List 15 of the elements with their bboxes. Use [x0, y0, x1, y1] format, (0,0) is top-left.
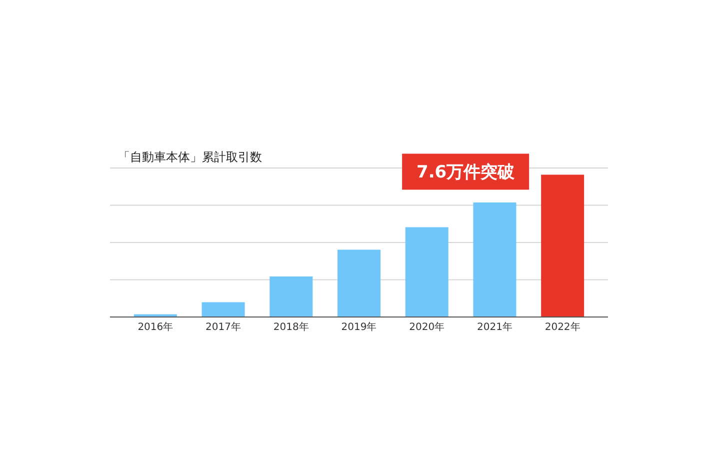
- annotation: 7.6万件突破: [416, 162, 516, 183]
- x-tick-label: 2022年: [544, 321, 580, 333]
- x-tick-label: 2021年: [476, 321, 512, 333]
- x-tick-label: 2019年: [341, 321, 377, 333]
- bar: [338, 250, 380, 317]
- bar: [473, 202, 516, 317]
- bar: [541, 174, 584, 317]
- bar: [405, 227, 448, 317]
- x-tick-label: 2018年: [273, 321, 309, 333]
- x-tick-label: 2020年: [409, 321, 445, 333]
- chart-title: 「自動車本体」累計取引数: [118, 150, 262, 164]
- x-tick-label: 2016年: [138, 321, 174, 333]
- bar: [270, 276, 313, 317]
- x-tick-label: 2017年: [206, 321, 242, 333]
- bar: [202, 302, 245, 317]
